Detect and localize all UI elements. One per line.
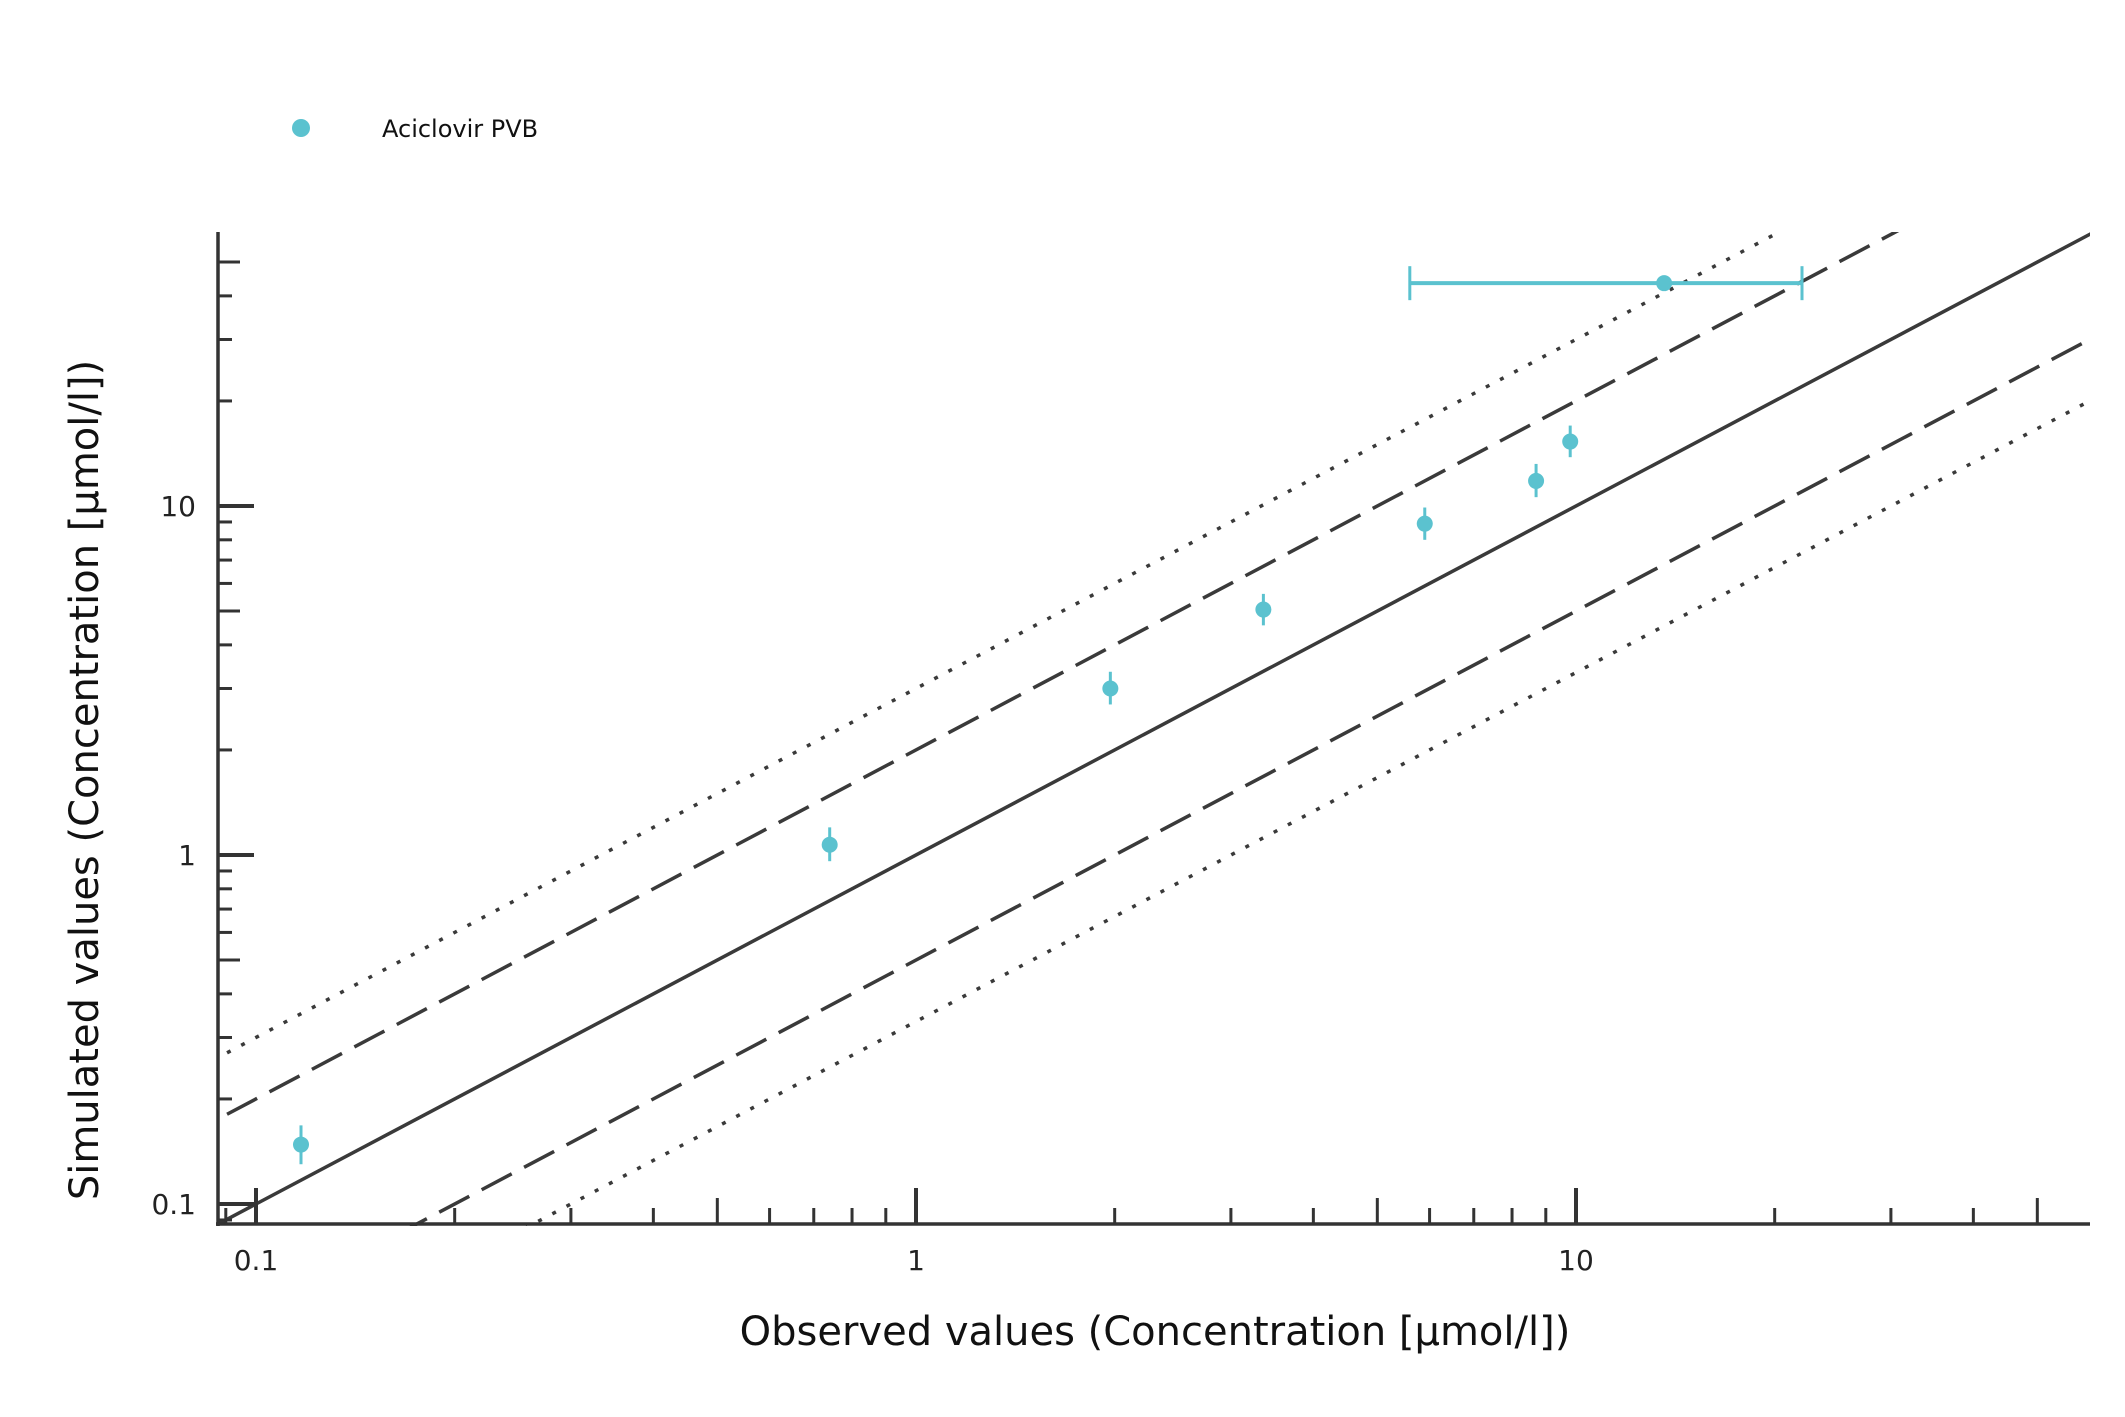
reference-line-2-fold-upper [218, 232, 1900, 1122]
legend: Aciclovir PVB [292, 115, 538, 143]
x-axis-title: Observed values (Concentration [µmol/l]) [740, 1309, 1571, 1355]
data-point [1102, 680, 1119, 697]
x-tick-label: 1 [907, 1244, 925, 1277]
reference-lines [218, 232, 2090, 1226]
x-tick-label: 10 [1558, 1244, 1594, 1277]
y-axis-title: Simulated values (Concentration [µmol/l]… [62, 360, 108, 1200]
reference-line-2-fold-lower [409, 337, 2090, 1226]
plot-area [218, 232, 2090, 1226]
data-points [293, 266, 1804, 1165]
reference-line-3-fold-upper [218, 232, 1784, 1060]
legend-marker [292, 119, 310, 137]
legend-label: Aciclovir PVB [382, 115, 538, 143]
data-point [293, 1136, 310, 1153]
reference-line-3-fold-lower [525, 398, 2090, 1226]
data-point [1416, 515, 1433, 532]
data-point [821, 836, 838, 853]
data-point [1255, 601, 1272, 618]
x-tick-label: 0.1 [234, 1244, 279, 1277]
data-point [1656, 275, 1673, 292]
data-point [1528, 472, 1545, 489]
reference-line-identity [218, 232, 2090, 1226]
y-tick-label: 1 [178, 839, 196, 872]
axes: 0.1 1 10 0.1 1 10 [151, 232, 2090, 1277]
y-tick-label: 10 [160, 490, 196, 523]
y-tick-label: 0.1 [151, 1188, 196, 1221]
data-point [1562, 433, 1579, 450]
